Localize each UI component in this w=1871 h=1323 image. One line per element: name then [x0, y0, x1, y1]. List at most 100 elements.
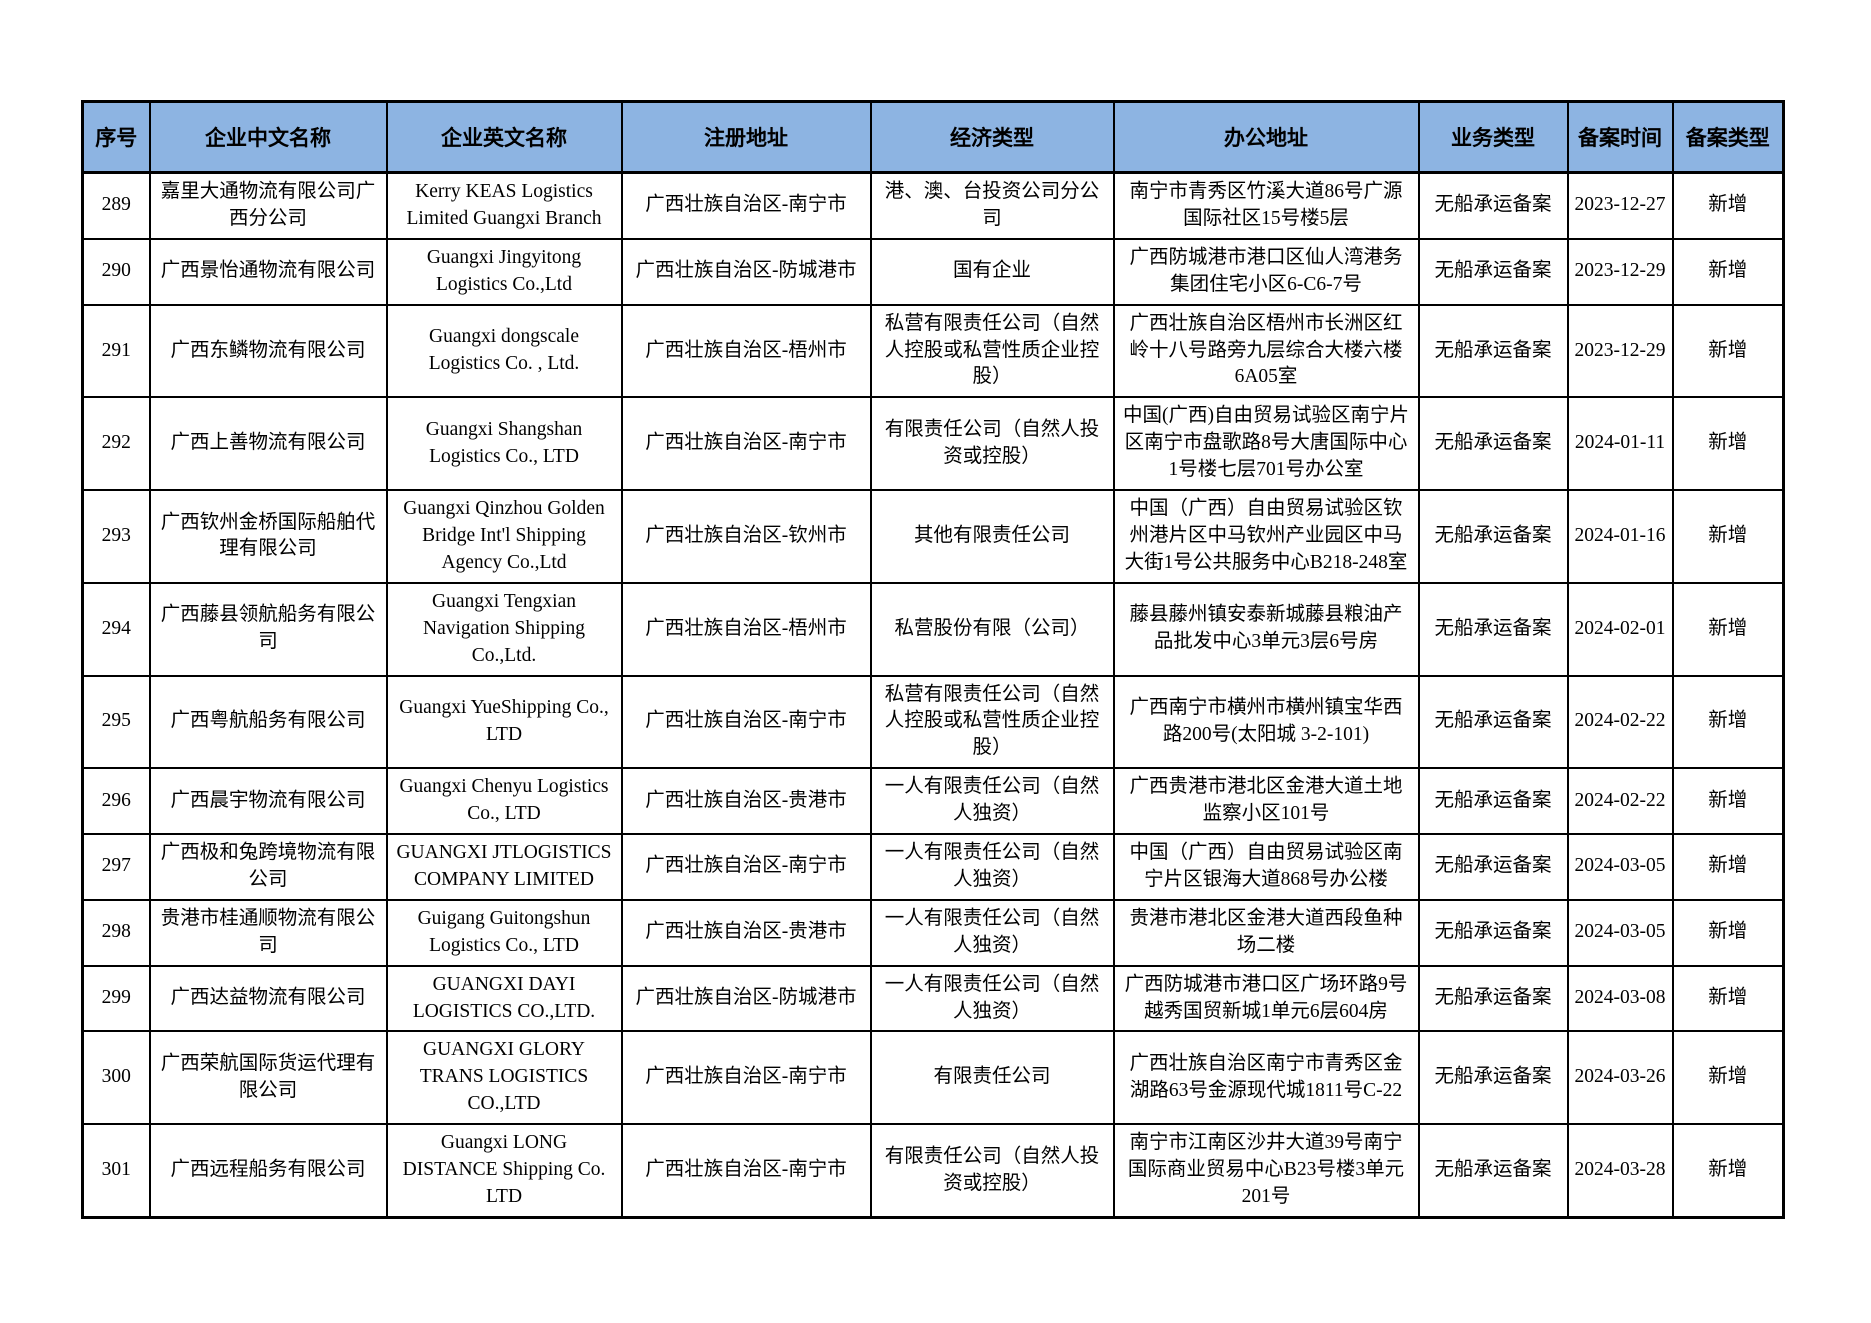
cell-economic-type: 国有企业: [869, 237, 1115, 306]
cell-business-type: 无船承运备案: [1417, 964, 1569, 1033]
cell-economic-type: 其他有限责任公司: [869, 489, 1115, 584]
cell-office-address: 贵港市港北区金港大道西段鱼种场二楼: [1112, 898, 1420, 967]
cell-filing-type: 新增: [1671, 237, 1785, 306]
header-row: 序号 企业中文名称 企业英文名称 注册地址 经济类型 办公地址 业务类型 备案时间 备案类型: [81, 100, 1785, 174]
cell-company-name-en: Guangxi Shangshan Logistics Co., LTD: [385, 396, 623, 492]
cell-company-name-cn: 广西达益物流有限公司: [148, 964, 388, 1033]
cell-office-address: 南宁市江南区沙井大道39号南宁国际商业贸易中心B23号楼3单元201号: [1112, 1123, 1420, 1219]
header-no: 序号: [81, 100, 151, 174]
cell-no: 300: [81, 1030, 151, 1126]
header-business-type: 业务类型: [1417, 100, 1569, 174]
cell-no: 290: [81, 237, 151, 306]
cell-economic-type: 港、澳、台投资公司分公司: [869, 171, 1115, 240]
cell-filing-type: 新增: [1671, 833, 1785, 901]
cell-business-type: 无船承运备案: [1417, 898, 1569, 967]
cell-company-name-en: GUANGXI DAYI LOGISTICS CO.,LTD.: [385, 964, 623, 1033]
table-body: 289 嘉里大通物流有限公司广西分公司 Kerry KEAS Logistics L…: [81, 171, 1785, 1219]
cell-office-address: 中国（广西）自由贸易试验区南宁片区银海大道868号办公楼: [1112, 833, 1420, 901]
cell-registered-address: 广西壮族自治区-贵港市: [620, 898, 872, 967]
cell-filing-date: 2024-03-28: [1566, 1123, 1674, 1219]
cell-economic-type: 一人有限责任公司（自然人独资）: [869, 964, 1115, 1033]
table-row: 293 广西钦州金桥国际船舶代理有限公司 Guangxi Qinzhou Golde…: [81, 489, 1785, 584]
cell-business-type: 无船承运备案: [1417, 767, 1569, 836]
header-office-address: 办公地址: [1112, 100, 1420, 174]
cell-filing-date: 2024-01-16: [1566, 489, 1674, 584]
cell-filing-date: 2024-02-22: [1566, 674, 1674, 770]
cell-economic-type: 有限责任公司（自然人投资或控股）: [869, 1123, 1115, 1219]
cell-business-type: 无船承运备案: [1417, 1123, 1569, 1219]
cell-business-type: 无船承运备案: [1417, 581, 1569, 677]
cell-economic-type: 有限责任公司: [869, 1030, 1115, 1126]
cell-no: 294: [81, 581, 151, 677]
cell-company-name-en: Kerry KEAS Logistics Limited Guangxi Bra…: [385, 171, 623, 240]
cell-company-name-en: GUANGXI GLORY TRANS LOGISTICS CO.,LTD: [385, 1030, 623, 1126]
cell-filing-date: 2023-12-29: [1566, 303, 1674, 399]
cell-economic-type: 有限责任公司（自然人投资或控股）: [869, 396, 1115, 492]
header-economic-type: 经济类型: [869, 100, 1115, 174]
table-row: 295 广西粤航船务有限公司 Guangxi YueShipping Co., LT…: [81, 674, 1785, 770]
cell-filing-date: 2024-03-05: [1566, 833, 1674, 901]
header-filing-type: 备案类型: [1671, 100, 1785, 174]
cell-business-type: 无船承运备案: [1417, 171, 1569, 240]
cell-filing-date: 2024-02-01: [1566, 581, 1674, 677]
cell-company-name-cn: 广西远程船务有限公司: [148, 1123, 388, 1219]
cell-office-address: 南宁市青秀区竹溪大道86号广源国际社区15号楼5层: [1112, 171, 1420, 240]
cell-business-type: 无船承运备案: [1417, 1030, 1569, 1126]
cell-company-name-cn: 广西景怡通物流有限公司: [148, 237, 388, 306]
cell-no: 297: [81, 833, 151, 901]
cell-registered-address: 广西壮族自治区-南宁市: [620, 1030, 872, 1126]
cell-economic-type: 私营有限责任公司（自然人控股或私营性质企业控股）: [869, 303, 1115, 399]
cell-office-address: 广西防城港市港口区广场环路9号越秀国贸新城1单元6层604房: [1112, 964, 1420, 1033]
header-company-name-cn: 企业中文名称: [148, 100, 388, 174]
cell-company-name-en: Guangxi YueShipping Co., LTD: [385, 674, 623, 770]
cell-business-type: 无船承运备案: [1417, 303, 1569, 399]
cell-filing-type: 新增: [1671, 767, 1785, 836]
cell-business-type: 无船承运备案: [1417, 237, 1569, 306]
cell-filing-type: 新增: [1671, 171, 1785, 240]
cell-no: 289: [81, 171, 151, 240]
cell-company-name-cn: 广西钦州金桥国际船舶代理有限公司: [148, 489, 388, 584]
cell-business-type: 无船承运备案: [1417, 396, 1569, 492]
cell-economic-type: 一人有限责任公司（自然人独资）: [869, 898, 1115, 967]
cell-filing-date: 2024-03-05: [1566, 898, 1674, 967]
table-row: 299 广西达益物流有限公司 GUANGXI DAYI LOGISTICS CO.,…: [81, 964, 1785, 1033]
table-row: 290 广西景怡通物流有限公司 Guangxi Jingyitong Logisti…: [81, 237, 1785, 306]
cell-registered-address: 广西壮族自治区-防城港市: [620, 964, 872, 1033]
cell-filing-type: 新增: [1671, 396, 1785, 492]
cell-filing-type: 新增: [1671, 674, 1785, 770]
cell-filing-type: 新增: [1671, 581, 1785, 677]
cell-filing-date: 2024-02-22: [1566, 767, 1674, 836]
cell-office-address: 中国（广西）自由贸易试验区钦州港片区中马钦州产业园区中马大街1号公共服务中心B2…: [1112, 489, 1420, 584]
cell-office-address: 广西南宁市横州市横州镇宝华西路200号(太阳城 3-2-101): [1112, 674, 1420, 770]
table-row: 297 广西极和兔跨境物流有限公司 GUANGXI JTLOGISTICS COMP…: [81, 833, 1785, 901]
cell-economic-type: 私营有限责任公司（自然人控股或私营性质企业控股）: [869, 674, 1115, 770]
header-filing-date: 备案时间: [1566, 100, 1674, 174]
cell-registered-address: 广西壮族自治区-梧州市: [620, 581, 872, 677]
cell-business-type: 无船承运备案: [1417, 674, 1569, 770]
cell-registered-address: 广西壮族自治区-南宁市: [620, 674, 872, 770]
table-row: 292 广西上善物流有限公司 Guangxi Shangshan Logistics…: [81, 396, 1785, 492]
cell-filing-date: 2023-12-27: [1566, 171, 1674, 240]
cell-no: 295: [81, 674, 151, 770]
cell-registered-address: 广西壮族自治区-南宁市: [620, 171, 872, 240]
cell-company-name-en: Guangxi LONG DISTANCE Shipping Co. LTD: [385, 1123, 623, 1219]
cell-office-address: 中国(广西)自由贸易试验区南宁片区南宁市盘歌路8号大唐国际中心1号楼七层701号…: [1112, 396, 1420, 492]
cell-company-name-cn: 贵港市桂通顺物流有限公司: [148, 898, 388, 967]
cell-no: 301: [81, 1123, 151, 1219]
cell-company-name-cn: 广西上善物流有限公司: [148, 396, 388, 492]
cell-business-type: 无船承运备案: [1417, 833, 1569, 901]
cell-registered-address: 广西壮族自治区-南宁市: [620, 833, 872, 901]
cell-company-name-cn: 广西东鳞物流有限公司: [148, 303, 388, 399]
cell-no: 293: [81, 489, 151, 584]
cell-filing-date: 2024-01-11: [1566, 396, 1674, 492]
cell-filing-type: 新增: [1671, 1123, 1785, 1219]
table-row: 289 嘉里大通物流有限公司广西分公司 Kerry KEAS Logistics L…: [81, 171, 1785, 240]
cell-no: 291: [81, 303, 151, 399]
table-row: 296 广西晨宇物流有限公司 Guangxi Chenyu Logistics Co…: [81, 767, 1785, 836]
cell-company-name-en: Guangxi Qinzhou Golden Bridge Int'l Ship…: [385, 489, 623, 584]
cell-filing-date: 2024-03-08: [1566, 964, 1674, 1033]
cell-office-address: 藤县藤州镇安泰新城藤县粮油产品批发中心3单元3层6号房: [1112, 581, 1420, 677]
cell-office-address: 广西壮族自治区梧州市长洲区红岭十八号路旁九层综合大楼六楼6A05室: [1112, 303, 1420, 399]
cell-filing-type: 新增: [1671, 489, 1785, 584]
